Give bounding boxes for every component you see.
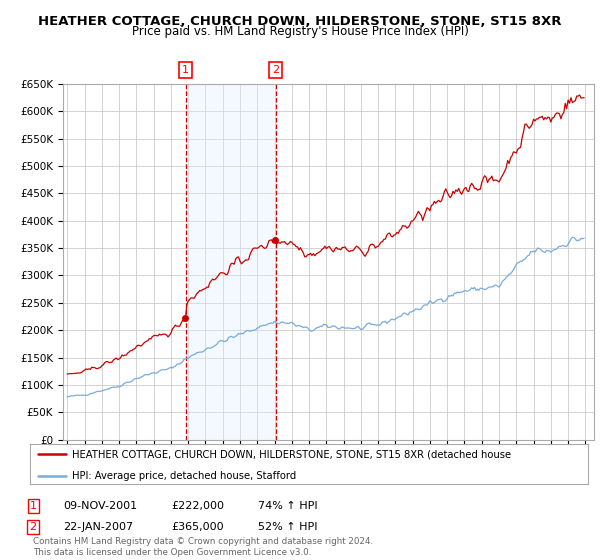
Text: 1: 1 bbox=[182, 65, 189, 75]
Bar bbox=[186, 84, 275, 440]
Text: 52% ↑ HPI: 52% ↑ HPI bbox=[258, 522, 317, 533]
Text: £222,000: £222,000 bbox=[171, 501, 224, 511]
Text: Price paid vs. HM Land Registry's House Price Index (HPI): Price paid vs. HM Land Registry's House … bbox=[131, 25, 469, 38]
Text: 1: 1 bbox=[29, 501, 37, 511]
Text: 2: 2 bbox=[272, 65, 279, 75]
Text: 74% ↑ HPI: 74% ↑ HPI bbox=[258, 501, 317, 511]
Text: £365,000: £365,000 bbox=[171, 522, 224, 533]
Text: HEATHER COTTAGE, CHURCH DOWN, HILDERSTONE, STONE, ST15 8XR: HEATHER COTTAGE, CHURCH DOWN, HILDERSTON… bbox=[38, 15, 562, 27]
Text: HEATHER COTTAGE, CHURCH DOWN, HILDERSTONE, STONE, ST15 8XR (detached house: HEATHER COTTAGE, CHURCH DOWN, HILDERSTON… bbox=[72, 449, 511, 459]
Text: Contains HM Land Registry data © Crown copyright and database right 2024.
This d: Contains HM Land Registry data © Crown c… bbox=[33, 537, 373, 557]
Text: 09-NOV-2001: 09-NOV-2001 bbox=[63, 501, 137, 511]
Text: HPI: Average price, detached house, Stafford: HPI: Average price, detached house, Staf… bbox=[72, 470, 296, 480]
Text: 2: 2 bbox=[29, 522, 37, 533]
Text: 22-JAN-2007: 22-JAN-2007 bbox=[63, 522, 133, 533]
